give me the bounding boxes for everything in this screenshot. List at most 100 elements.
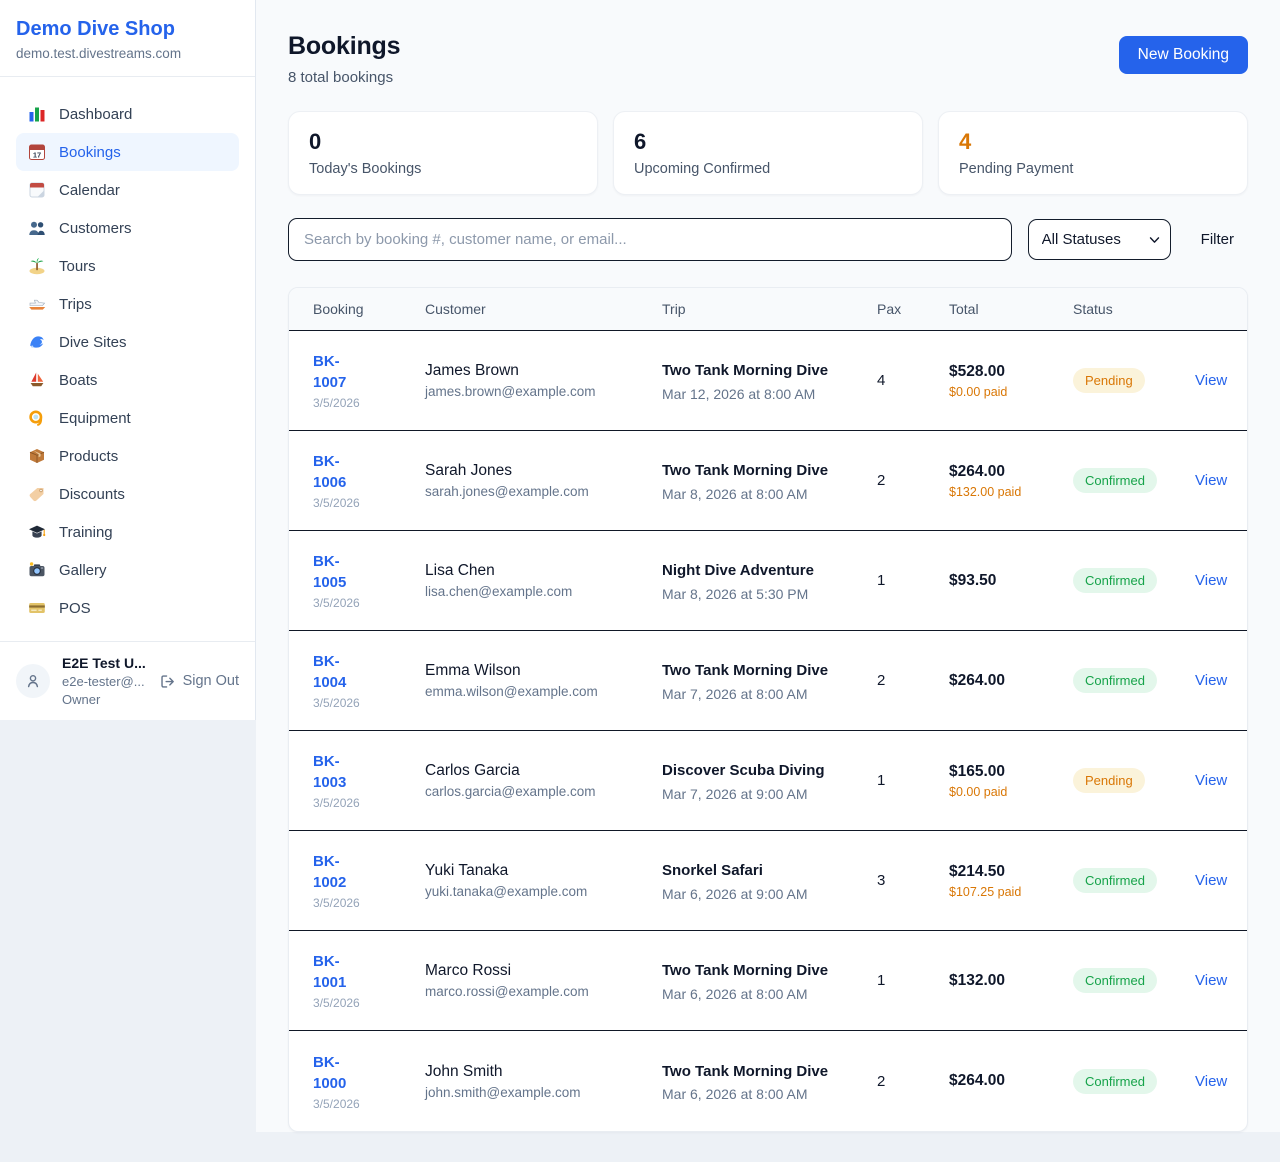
sign-out-button[interactable]: Sign Out [159,673,239,690]
trip-cell: Two Tank Morning Dive Mar 8, 2026 at 8:00… [662,459,877,501]
customer-cell: Lisa Chen lisa.chen@example.com [425,562,662,599]
booking-id-link[interactable]: BK-1004 [313,653,347,691]
sidebar-item-bookings[interactable]: 17 Bookings [16,133,239,171]
pax-count: 2 [877,672,886,689]
svg-text:17: 17 [33,151,41,160]
column-header-trip: Trip [662,301,686,317]
stats-cards: 0 Today's Bookings 6 Upcoming Confirmed … [288,111,1248,195]
total-amount: $165.00 [949,762,1006,780]
status-badge: Confirmed [1073,868,1157,893]
wave-icon [28,333,46,351]
status-select[interactable]: All Statuses [1027,219,1171,260]
customer-cell: Carlos Garcia carlos.garcia@example.com [425,762,662,799]
search-input[interactable] [288,218,1012,261]
view-link[interactable]: View [1195,972,1228,989]
sidebar-item-tours[interactable]: Tours [16,247,239,285]
view-cell: View [1195,872,1227,889]
sidebar-item-label: Training [59,523,113,541]
view-link[interactable]: View [1195,572,1228,589]
customer-name: John Smith [425,1062,503,1080]
sidebar-item-label: Calendar [59,181,120,199]
sidebar-item-label: POS [59,599,91,617]
customer-name: Emma Wilson [425,662,521,679]
booking-id-link[interactable]: BK-1002 [313,853,347,891]
column-header-total: Total [949,301,979,317]
trip-name: Two Tank Morning Dive [662,1062,829,1080]
customer-cell: Yuki Tanaka yuki.tanaka@example.com [425,862,662,899]
status-cell: Confirmed [1073,468,1195,493]
booking-cell: BK-1007 3/5/2026 [313,351,425,410]
column-header-status: Status [1073,301,1113,317]
status-cell: Confirmed [1073,1068,1195,1094]
table-row: BK-1007 3/5/2026 James Brown james.brown@ex… [289,331,1247,431]
credit-card-icon [28,599,46,617]
booking-id-link[interactable]: BK-1001 [313,953,347,991]
status-badge: Confirmed [1073,568,1157,593]
user-role: Owner [62,692,101,707]
trip-cell: Two Tank Morning Dive Mar 7, 2026 at 8:00… [662,659,877,701]
booking-id-link[interactable]: BK-1003 [313,753,347,791]
sign-out-label: Sign Out [182,673,239,689]
sidebar-item-gallery[interactable]: Gallery [16,551,239,589]
total-amount: $528.00 [949,362,1006,380]
bar-chart-icon [28,105,46,123]
view-link[interactable]: View [1195,1072,1228,1090]
total-cell: $214.50 $107.25 paid [949,863,1073,899]
view-link[interactable]: View [1195,372,1228,389]
status-cell: Pending [1073,368,1195,393]
view-link[interactable]: View [1195,472,1228,489]
sidebar-item-customers[interactable]: Customers [16,209,239,247]
booking-id-link[interactable]: BK-1006 [313,453,347,491]
view-link[interactable]: View [1195,872,1228,889]
table-header-row: Booking Customer Trip Pax Total Status [289,288,1247,331]
customer-cell: Sarah Jones sarah.jones@example.com [425,462,662,499]
customer-email: lisa.chen@example.com [425,584,573,599]
customer-cell: Marco Rossi marco.rossi@example.com [425,962,662,999]
sidebar-item-label: Tours [59,257,96,275]
view-cell: View [1195,672,1227,689]
total-cell: $132.00 [949,972,1073,990]
total-amount: $214.50 [949,862,1006,880]
trip-cell: Two Tank Morning Dive Mar 12, 2026 at 8:0… [662,359,877,401]
trip-datetime: Mar 8, 2026 at 8:00 AM [662,485,808,502]
table-row: BK-1003 3/5/2026 Carlos Garcia carlos.garci… [289,731,1247,831]
customer-name: Lisa Chen [425,562,495,579]
sidebar-item-dashboard[interactable]: Dashboard [16,95,239,133]
view-cell: View [1195,372,1227,389]
sidebar-item-label: Products [59,447,119,465]
sidebar-item-calendar[interactable]: Calendar [16,171,239,209]
sign-out-icon [160,674,174,688]
trip-datetime: Mar 6, 2026 at 9:00 AM [662,885,808,902]
trip-datetime: Mar 7, 2026 at 8:00 AM [662,685,808,702]
customer-email: john.smith@example.com [425,1084,581,1100]
sidebar-item-trips[interactable]: Trips [16,285,239,323]
view-link[interactable]: View [1195,672,1228,689]
filter-button[interactable]: Filter [1187,231,1248,248]
view-cell: View [1195,772,1227,789]
view-link[interactable]: View [1195,772,1228,789]
sidebar-item-label: Discounts [59,485,125,503]
sidebar-item-products[interactable]: Products [16,437,239,475]
sidebar-item-pos[interactable]: POS [16,589,239,627]
sidebar-item-discounts[interactable]: Discounts [16,475,239,513]
sidebar-item-label: Boats [59,371,98,389]
booking-id-link[interactable]: BK-1000 [313,1053,347,1092]
sidebar-item-dive-sites[interactable]: Dive Sites [16,323,239,361]
two-people-icon [28,219,46,237]
new-booking-button[interactable]: New Booking [1118,36,1248,74]
paid-amount: $132.00 paid [949,484,1022,499]
booking-cell: BK-1006 3/5/2026 [313,451,425,510]
column-header-pax: Pax [877,301,902,317]
trip-name: Discover Scuba Diving [662,762,825,780]
booking-id-link[interactable]: BK-1005 [313,553,347,591]
sailboat-icon [28,371,46,389]
booking-date: 3/5/2026 [313,696,360,710]
sidebar-item-boats[interactable]: Boats [16,361,239,399]
stat-label: Upcoming Confirmed [634,161,771,177]
booking-id-link[interactable]: BK-1007 [313,353,347,391]
stat-card-todays-bookings: 0 Today's Bookings [288,111,598,195]
sidebar-item-label: Dive Sites [59,333,127,351]
sidebar-item-equipment[interactable]: Equipment [16,399,239,437]
trip-cell: Discover Scuba Diving Mar 7, 2026 at 9:00… [662,759,877,801]
sidebar-item-training[interactable]: Training [16,513,239,551]
